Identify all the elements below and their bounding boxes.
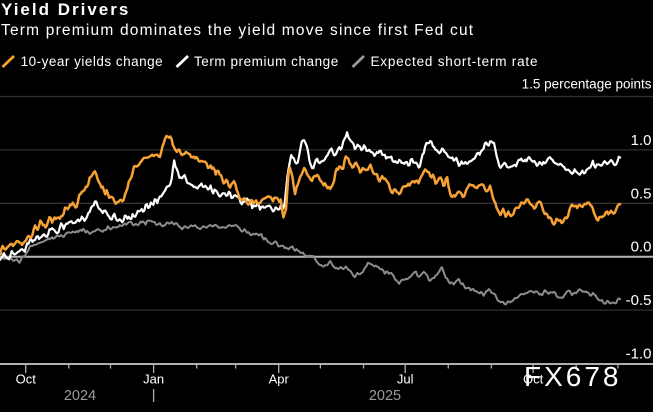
svg-text:2025: 2025 (369, 388, 401, 404)
svg-text:FX678: FX678 (524, 361, 622, 392)
svg-text:10-year yields change: 10-year yields change (21, 54, 164, 69)
svg-text:Expected short-term rate: Expected short-term rate (371, 54, 539, 69)
svg-text:Yield Drivers: Yield Drivers (1, 0, 130, 19)
svg-text:Term premium change: Term premium change (194, 54, 339, 69)
svg-text:Jul: Jul (397, 372, 414, 387)
svg-text:0.0: 0.0 (631, 239, 652, 256)
svg-text:1.5 percentage points: 1.5 percentage points (522, 77, 652, 92)
svg-text:Apr: Apr (269, 372, 290, 387)
svg-text:2024: 2024 (64, 388, 96, 404)
svg-text:-0.5: -0.5 (626, 292, 652, 309)
svg-text:Jan: Jan (143, 372, 164, 387)
svg-text:-1.0: -1.0 (626, 346, 652, 363)
svg-text:Oct: Oct (16, 372, 37, 387)
svg-text:0.5: 0.5 (631, 185, 652, 202)
svg-text:Term premium dominates the yie: Term premium dominates the yield move si… (1, 22, 474, 39)
svg-text:Oct: Oct (523, 372, 544, 387)
svg-text:1.0: 1.0 (631, 132, 652, 149)
